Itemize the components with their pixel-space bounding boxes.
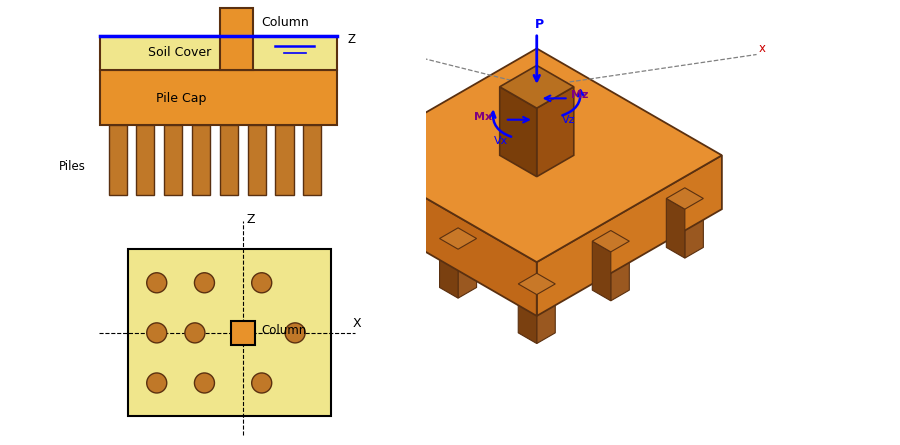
Polygon shape <box>518 273 555 295</box>
Bar <box>128 249 331 417</box>
Text: Soil Cover: Soil Cover <box>148 46 211 59</box>
Polygon shape <box>365 196 384 255</box>
Circle shape <box>252 373 272 393</box>
Circle shape <box>194 273 214 293</box>
Polygon shape <box>536 155 722 316</box>
Text: x: x <box>759 42 766 55</box>
Bar <box>100 69 337 125</box>
Bar <box>275 125 293 195</box>
Polygon shape <box>500 65 574 108</box>
Circle shape <box>184 323 205 343</box>
Polygon shape <box>458 239 477 298</box>
Polygon shape <box>384 196 402 255</box>
Polygon shape <box>439 153 458 213</box>
Polygon shape <box>588 142 625 164</box>
Text: Column: Column <box>262 324 307 337</box>
Bar <box>192 125 210 195</box>
Text: Vz: Vz <box>562 115 575 125</box>
Polygon shape <box>439 239 458 298</box>
Circle shape <box>194 373 214 393</box>
Polygon shape <box>439 142 477 164</box>
Bar <box>230 321 255 345</box>
Text: Vx: Vx <box>494 136 508 146</box>
Text: Z: Z <box>247 213 255 226</box>
Polygon shape <box>666 188 704 209</box>
Polygon shape <box>352 49 722 262</box>
Polygon shape <box>592 231 629 252</box>
Polygon shape <box>500 87 536 177</box>
Polygon shape <box>607 153 625 213</box>
Polygon shape <box>439 228 477 249</box>
Circle shape <box>147 273 166 293</box>
Circle shape <box>147 373 166 393</box>
Polygon shape <box>666 198 685 258</box>
Bar <box>303 125 321 195</box>
Text: Mz: Mz <box>571 90 589 100</box>
Circle shape <box>232 323 253 343</box>
Text: Z: Z <box>347 33 356 46</box>
Text: P: P <box>535 19 544 32</box>
Text: X: X <box>353 317 361 330</box>
Bar <box>100 36 337 69</box>
Polygon shape <box>514 110 532 170</box>
Polygon shape <box>532 110 551 170</box>
Polygon shape <box>536 284 555 344</box>
Polygon shape <box>518 284 536 344</box>
Text: Piles: Piles <box>58 160 86 174</box>
Text: Column: Column <box>262 16 310 29</box>
Polygon shape <box>611 241 629 301</box>
Bar <box>220 125 238 195</box>
Circle shape <box>147 323 166 343</box>
Bar <box>137 125 155 195</box>
Circle shape <box>252 273 272 293</box>
Polygon shape <box>352 155 536 316</box>
Bar <box>220 8 253 69</box>
Polygon shape <box>592 241 611 301</box>
Bar <box>109 125 127 195</box>
Bar <box>248 125 266 195</box>
Polygon shape <box>685 198 704 258</box>
Bar <box>164 125 183 195</box>
Text: Mx: Mx <box>473 112 492 121</box>
Polygon shape <box>458 153 477 213</box>
Polygon shape <box>588 153 607 213</box>
Polygon shape <box>514 100 551 121</box>
Circle shape <box>285 323 305 343</box>
Polygon shape <box>536 87 574 177</box>
Polygon shape <box>365 185 402 206</box>
Text: Pile Cap: Pile Cap <box>156 92 206 105</box>
